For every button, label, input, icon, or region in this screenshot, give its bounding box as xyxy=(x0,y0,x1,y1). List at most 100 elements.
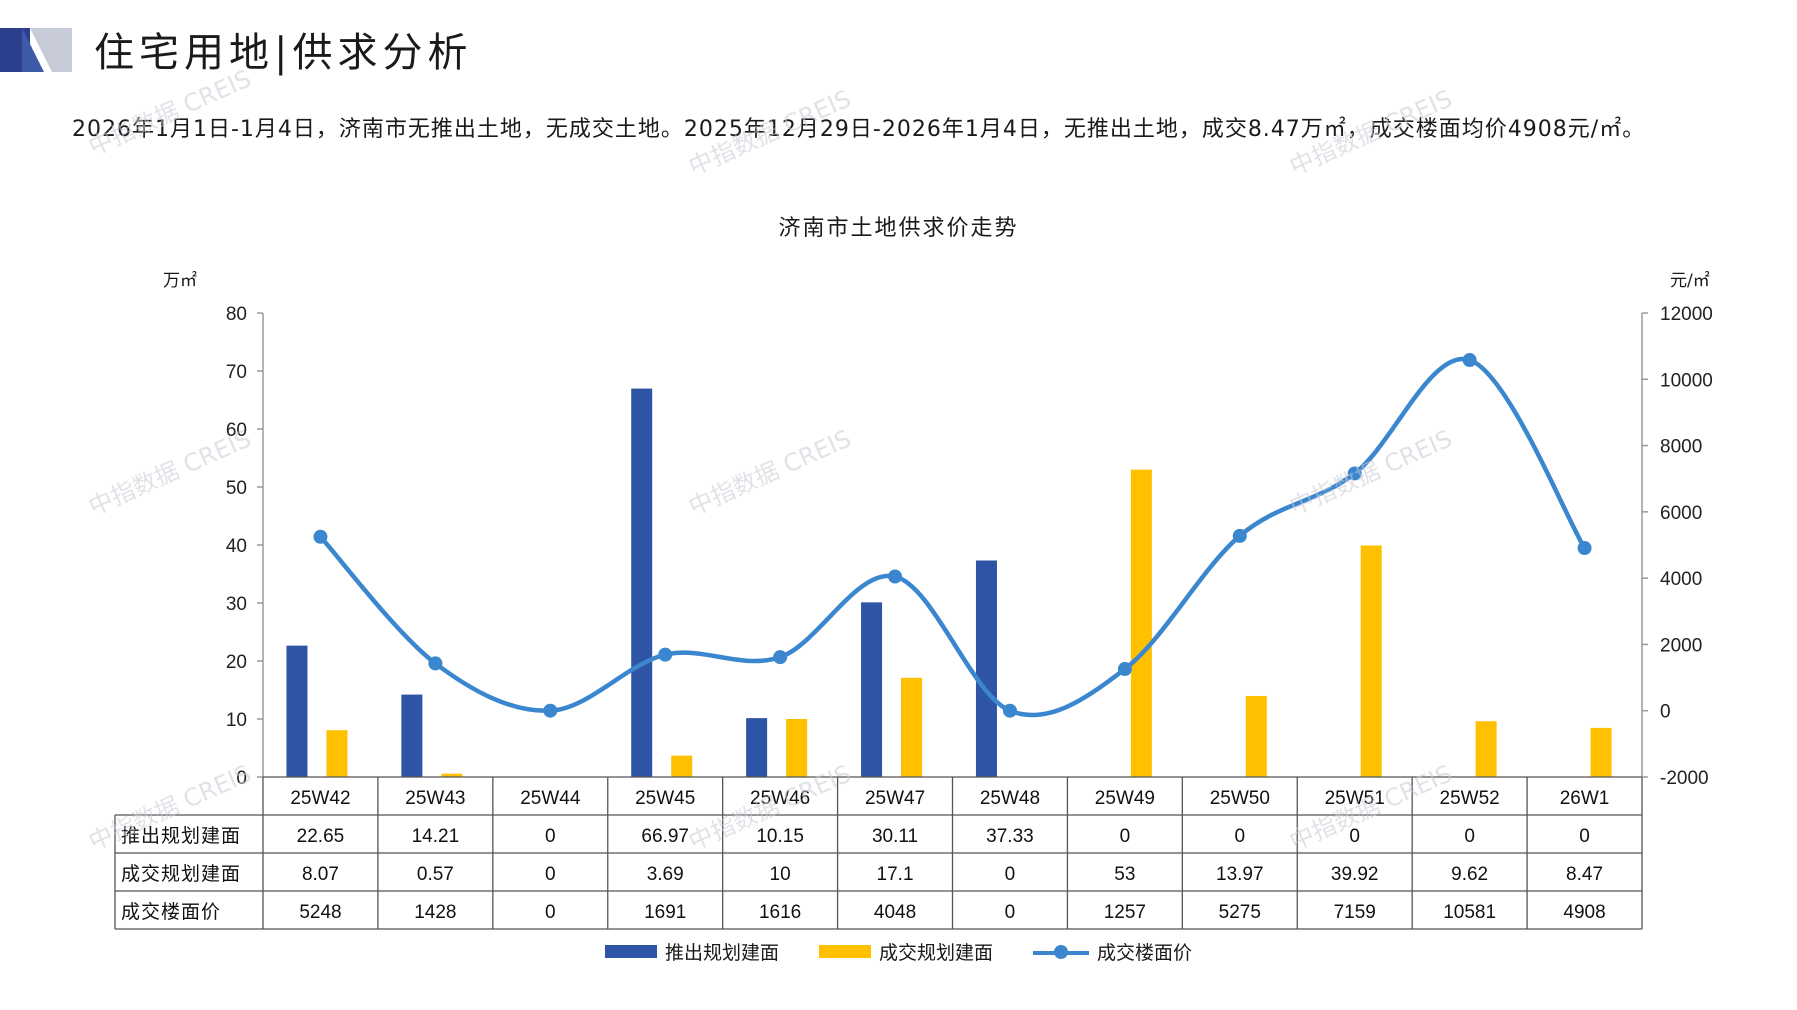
table-row-header: 成交规划建面 xyxy=(121,863,241,885)
legend-item-deal[interactable]: 成交规划建面 xyxy=(818,938,993,965)
table-cell-value: 4048 xyxy=(874,902,916,923)
table-cell-value: 0 xyxy=(1464,826,1475,847)
x-category-label: 25W50 xyxy=(1210,788,1270,809)
table-cell-value: 10.15 xyxy=(756,826,804,847)
y-right-tick-label: 4000 xyxy=(1660,569,1702,590)
table-cell-value: 0 xyxy=(1005,864,1016,885)
table-cell-value: 0 xyxy=(545,864,556,885)
bar-supply xyxy=(631,388,653,777)
bar-supply xyxy=(861,602,883,777)
bar-deal xyxy=(901,677,923,777)
table-cell-value: 14.21 xyxy=(412,826,460,847)
table-cell-value: 1616 xyxy=(759,902,801,923)
y-right-tick-label: 10000 xyxy=(1660,370,1713,391)
legend-label-price: 成交楼面价 xyxy=(1097,942,1193,964)
table-cell-value: 66.97 xyxy=(641,826,689,847)
table-cell-value: 9.62 xyxy=(1451,864,1488,885)
x-category-label: 25W45 xyxy=(635,788,695,809)
legend-item-price[interactable]: 成交楼面价 xyxy=(1033,938,1192,965)
legend-swatch-deal xyxy=(818,945,871,958)
table-cell-value: 0 xyxy=(1005,902,1016,923)
x-category-label: 26W1 xyxy=(1560,788,1610,809)
legend-swatch-supply xyxy=(604,945,657,958)
bar-deal xyxy=(326,730,348,777)
table-cell-value: 17.1 xyxy=(877,864,914,885)
bar-supply xyxy=(401,694,423,777)
price-point xyxy=(1347,466,1362,481)
y-right-tick-label: 8000 xyxy=(1660,437,1702,458)
chart-title: 济南市土地供求价走势 xyxy=(778,216,1019,241)
y-left-tick-label: 10 xyxy=(226,710,247,731)
bar-deal xyxy=(441,773,463,777)
y-left-tick-label: 50 xyxy=(226,478,247,499)
table-cell-value: 4908 xyxy=(1563,902,1605,923)
y-left-tick-label: 40 xyxy=(226,536,247,557)
bar-deal xyxy=(1130,469,1152,777)
price-point xyxy=(773,650,788,665)
y-left-tick-label: 80 xyxy=(226,304,247,325)
table-row-header: 推出规划建面 xyxy=(121,825,241,847)
x-category-label: 25W43 xyxy=(405,788,465,809)
bar-deal xyxy=(1590,727,1612,777)
table-cell-value: 1428 xyxy=(414,902,456,923)
table-cell-value: 0 xyxy=(1579,826,1590,847)
table-cell-value: 53 xyxy=(1114,864,1135,885)
logo-mark xyxy=(0,28,72,72)
y-left-tick-label: 0 xyxy=(236,768,247,789)
y-right-tick-label: -2000 xyxy=(1660,768,1709,789)
table-cell-value: 1691 xyxy=(644,902,686,923)
y-right-tick-label: 2000 xyxy=(1660,635,1702,656)
x-category-label: 25W52 xyxy=(1440,788,1500,809)
table-cell-value: 5275 xyxy=(1219,902,1261,923)
x-category-label: 25W51 xyxy=(1325,788,1385,809)
table-cell-value: 8.07 xyxy=(302,864,339,885)
y-right-tick-label: 6000 xyxy=(1660,503,1702,524)
price-point xyxy=(1002,703,1017,718)
x-category-label: 25W42 xyxy=(290,788,350,809)
table-cell-value: 0 xyxy=(1120,826,1131,847)
bar-deal xyxy=(786,719,808,777)
bar-deal xyxy=(1360,545,1382,777)
table-cell-value: 10581 xyxy=(1443,902,1496,923)
table-cell-value: 0.57 xyxy=(417,864,454,885)
y-right-tick-label: 12000 xyxy=(1660,304,1713,325)
price-point xyxy=(888,569,903,584)
price-point xyxy=(543,703,558,718)
table-cell-value: 39.92 xyxy=(1331,864,1379,885)
x-category-label: 25W48 xyxy=(980,788,1040,809)
price-line xyxy=(318,356,1587,718)
table-cell-value: 8.47 xyxy=(1566,864,1603,885)
chart-legend: 推出规划建面 成交规划建面 成交楼面价 xyxy=(0,938,1797,965)
legend-swatch-price xyxy=(1033,944,1089,959)
bar-deal xyxy=(1475,721,1497,777)
legend-label-supply: 推出规划建面 xyxy=(664,942,779,964)
price-point xyxy=(1462,353,1477,368)
bar-deal xyxy=(671,755,693,777)
price-point xyxy=(428,656,443,671)
table-cell-value: 7159 xyxy=(1334,902,1376,923)
legend-item-supply[interactable]: 推出规划建面 xyxy=(604,938,779,965)
table-cell-value: 0 xyxy=(1235,826,1246,847)
y-right-tick-label: 0 xyxy=(1660,702,1671,723)
table-cell-value: 10 xyxy=(770,864,791,885)
table-cell-value: 37.33 xyxy=(986,826,1034,847)
x-category-label: 25W44 xyxy=(520,788,581,809)
table-cell-value: 5248 xyxy=(299,902,341,923)
x-category-label: 25W49 xyxy=(1095,788,1155,809)
y-left-tick-label: 70 xyxy=(226,362,247,383)
table-cell-value: 3.69 xyxy=(647,864,684,885)
table-cell-value: 0 xyxy=(545,902,556,923)
table-cell-value: 22.65 xyxy=(297,826,345,847)
y-left-tick-label: 20 xyxy=(226,652,247,673)
price-point xyxy=(313,529,328,544)
price-point xyxy=(1232,528,1247,543)
table-cell-value: 0 xyxy=(1349,826,1360,847)
page-title: 住宅用地|供求分析 xyxy=(94,30,473,76)
x-category-label: 25W47 xyxy=(865,788,925,809)
table-cell-value: 13.97 xyxy=(1216,864,1264,885)
bar-supply xyxy=(746,718,768,777)
right-axis-unit: 元/㎡ xyxy=(1670,271,1710,291)
y-left-tick-label: 30 xyxy=(226,594,247,615)
y-left-tick-label: 60 xyxy=(226,420,247,441)
